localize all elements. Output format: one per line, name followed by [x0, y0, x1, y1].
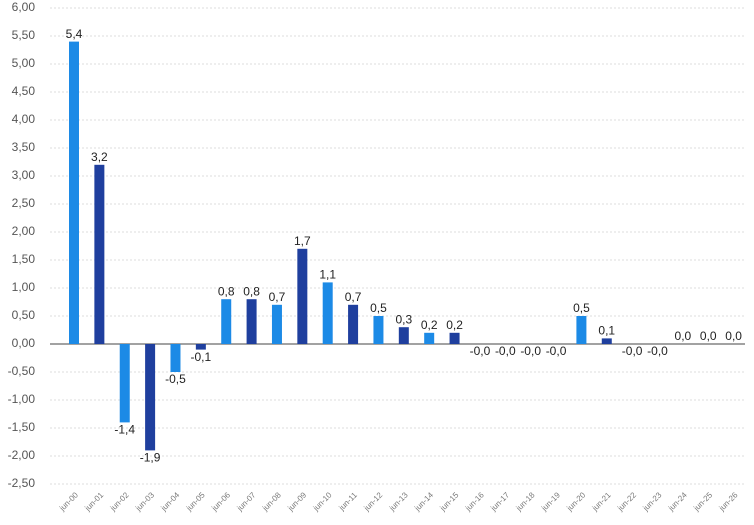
y-tick-label: -1,00 — [8, 392, 36, 406]
x-tick-label: jun-01 — [82, 490, 105, 513]
bar — [69, 41, 79, 344]
x-tick-label: jun-07 — [235, 490, 258, 513]
x-tick-label: jun-00 — [57, 490, 80, 513]
x-tick-label: jun-24 — [666, 490, 689, 513]
value-label: -0,1 — [191, 350, 212, 364]
y-tick-label: 6,00 — [12, 0, 36, 14]
x-tick-label: jun-06 — [209, 490, 232, 513]
y-tick-label: 5,00 — [12, 56, 36, 70]
y-tick-label: -1,50 — [8, 420, 36, 434]
bar — [322, 282, 333, 344]
value-label: 0,8 — [218, 284, 235, 298]
value-label: 1,1 — [319, 268, 336, 282]
value-label: 3,2 — [91, 150, 108, 164]
value-label: 0,5 — [370, 301, 387, 315]
y-tick-label: -2,00 — [8, 448, 36, 462]
y-tick-label: 0,00 — [12, 336, 36, 350]
value-label: 0,7 — [269, 290, 286, 304]
bar — [94, 164, 105, 344]
x-tick-label: jun-05 — [184, 490, 207, 513]
x-tick-label: jun-18 — [514, 490, 537, 513]
bar — [424, 332, 435, 344]
value-label: -0,0 — [622, 344, 643, 358]
x-tick-label: jun-04 — [159, 490, 182, 513]
bar — [170, 344, 181, 372]
value-label: 0,7 — [345, 290, 362, 304]
value-label: 0,2 — [421, 318, 438, 332]
value-label: 0,8 — [243, 284, 260, 298]
bar — [119, 344, 130, 423]
bar — [348, 304, 359, 344]
x-tick-label: jun-25 — [691, 490, 714, 513]
x-tick-label: jun-03 — [133, 490, 156, 513]
x-tick-label: jun-17 — [488, 490, 511, 513]
value-label: 0,2 — [446, 318, 463, 332]
x-tick-label: jun-20 — [565, 490, 588, 513]
value-label: -1,4 — [114, 423, 135, 437]
value-label: -0,0 — [520, 344, 541, 358]
value-label: 0,5 — [573, 301, 590, 315]
x-tick-label: jun-21 — [590, 490, 613, 513]
x-tick-label: jun-02 — [108, 490, 131, 513]
bar — [195, 344, 206, 350]
y-tick-label: -2,50 — [8, 476, 36, 490]
x-tick-label: jun-09 — [285, 490, 308, 513]
bar — [576, 316, 587, 344]
bar — [246, 299, 257, 344]
x-tick-label: jun-15 — [438, 490, 461, 513]
value-label: 5,4 — [66, 27, 83, 41]
y-tick-label: -0,50 — [8, 364, 36, 378]
x-tick-label: jun-12 — [362, 490, 385, 513]
y-tick-label: 2,50 — [12, 196, 36, 210]
value-label: -0,0 — [470, 344, 491, 358]
value-label: -0,0 — [495, 344, 516, 358]
x-tick-label: jun-26 — [717, 490, 740, 513]
y-tick-label: 3,50 — [12, 140, 36, 154]
y-tick-label: 4,00 — [12, 112, 36, 126]
value-label: 0,0 — [675, 329, 692, 343]
y-tick-label: 3,00 — [12, 168, 36, 182]
value-label: 0,3 — [395, 312, 412, 326]
value-label: 1,7 — [294, 234, 311, 248]
bar — [373, 316, 384, 344]
y-tick-label: 0,50 — [12, 308, 36, 322]
y-tick-label: 1,50 — [12, 252, 36, 266]
x-tick-label: jun-08 — [260, 490, 283, 513]
value-label: -1,9 — [140, 451, 161, 465]
value-label: -0,5 — [165, 372, 186, 386]
x-tick-label: jun-16 — [463, 490, 486, 513]
x-tick-label: jun-10 — [311, 490, 334, 513]
bar — [145, 344, 156, 451]
value-label: 0,0 — [700, 329, 717, 343]
value-label: 0,1 — [598, 324, 615, 338]
value-label: -0,0 — [647, 344, 668, 358]
x-tick-label: jun-11 — [337, 490, 360, 513]
y-tick-label: 1,00 — [12, 280, 36, 294]
bar — [601, 338, 612, 344]
bar — [449, 332, 460, 344]
value-label: -0,0 — [546, 344, 567, 358]
x-tick-label: jun-23 — [641, 490, 664, 513]
x-tick-label: jun-19 — [539, 490, 562, 513]
bar — [297, 248, 308, 344]
bar — [221, 299, 232, 344]
y-tick-label: 5,50 — [12, 28, 36, 42]
value-label: 0,0 — [725, 329, 742, 343]
x-tick-label: jun-13 — [387, 490, 410, 513]
y-tick-label: 2,00 — [12, 224, 36, 238]
bar — [398, 327, 409, 344]
y-tick-label: 4,50 — [12, 84, 36, 98]
bar — [271, 304, 282, 344]
x-tick-label: jun-14 — [412, 490, 435, 513]
x-tick-label: jun-22 — [615, 490, 638, 513]
